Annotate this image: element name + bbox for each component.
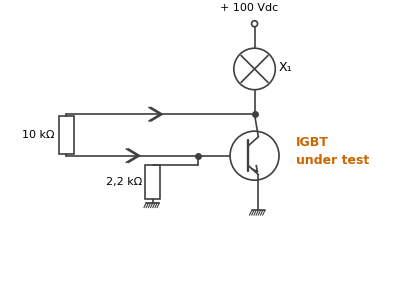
FancyBboxPatch shape bbox=[59, 116, 74, 154]
FancyBboxPatch shape bbox=[145, 165, 160, 199]
Text: X₁: X₁ bbox=[279, 61, 293, 74]
Text: 2,2 kΩ: 2,2 kΩ bbox=[106, 177, 142, 187]
Text: + 100 Vdc: + 100 Vdc bbox=[220, 3, 278, 13]
Text: IGBT
under test: IGBT under test bbox=[296, 136, 369, 167]
Text: 10 kΩ: 10 kΩ bbox=[22, 130, 55, 140]
